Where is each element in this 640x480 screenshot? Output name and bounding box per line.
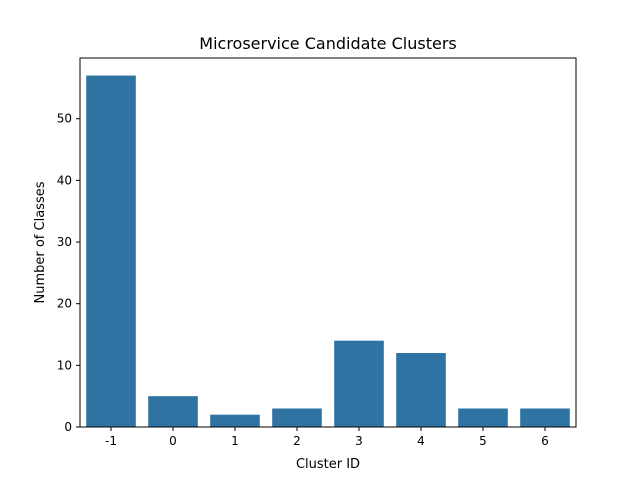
y-axis-label: Number of Classes: [33, 181, 48, 303]
bar-cluster-4: [396, 353, 446, 427]
x-tick-label: 1: [231, 434, 239, 448]
x-axis-ticks: -1 0 1 2 3 4 5 6: [105, 427, 549, 448]
x-tick-label: -1: [105, 434, 117, 448]
y-tick-label: 40: [57, 173, 72, 187]
y-axis-ticks: 0 10 20 30 40 50: [57, 112, 80, 434]
x-tick-label: 2: [293, 434, 301, 448]
bar-cluster-3: [334, 340, 384, 427]
y-tick-label: 10: [57, 358, 72, 372]
y-tick-label: 0: [64, 420, 72, 434]
bar-cluster-0: [148, 396, 198, 427]
plot-frame: [79, 57, 577, 428]
y-tick-label: 30: [57, 235, 72, 249]
x-tick-label: 0: [169, 434, 177, 448]
x-tick-label: 4: [417, 434, 425, 448]
x-tick-label: 3: [355, 434, 363, 448]
chart-title: Microservice Candidate Clusters: [199, 34, 456, 53]
x-tick-label: 5: [479, 434, 487, 448]
x-axis-label: Cluster ID: [296, 457, 360, 472]
bar-cluster-2: [272, 408, 322, 427]
y-tick-label: 20: [57, 297, 72, 311]
bar-cluster-6: [520, 408, 570, 427]
bar-cluster-5: [458, 408, 508, 427]
x-tick-label: 6: [541, 434, 549, 448]
y-tick-label: 50: [57, 112, 72, 126]
bar-cluster-1: [210, 414, 260, 427]
bars-layer: [86, 75, 570, 427]
bar-cluster--1: [86, 75, 136, 427]
